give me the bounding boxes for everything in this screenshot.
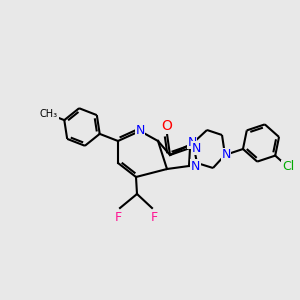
Text: Cl: Cl	[282, 160, 294, 173]
Text: N: N	[135, 124, 145, 136]
Text: O: O	[162, 119, 172, 133]
Text: N: N	[221, 148, 231, 161]
Text: F: F	[114, 211, 122, 224]
Text: N: N	[187, 136, 197, 148]
Text: N: N	[192, 142, 201, 154]
Text: N: N	[191, 160, 200, 172]
Text: F: F	[150, 211, 158, 224]
Text: CH₃: CH₃	[39, 109, 58, 119]
